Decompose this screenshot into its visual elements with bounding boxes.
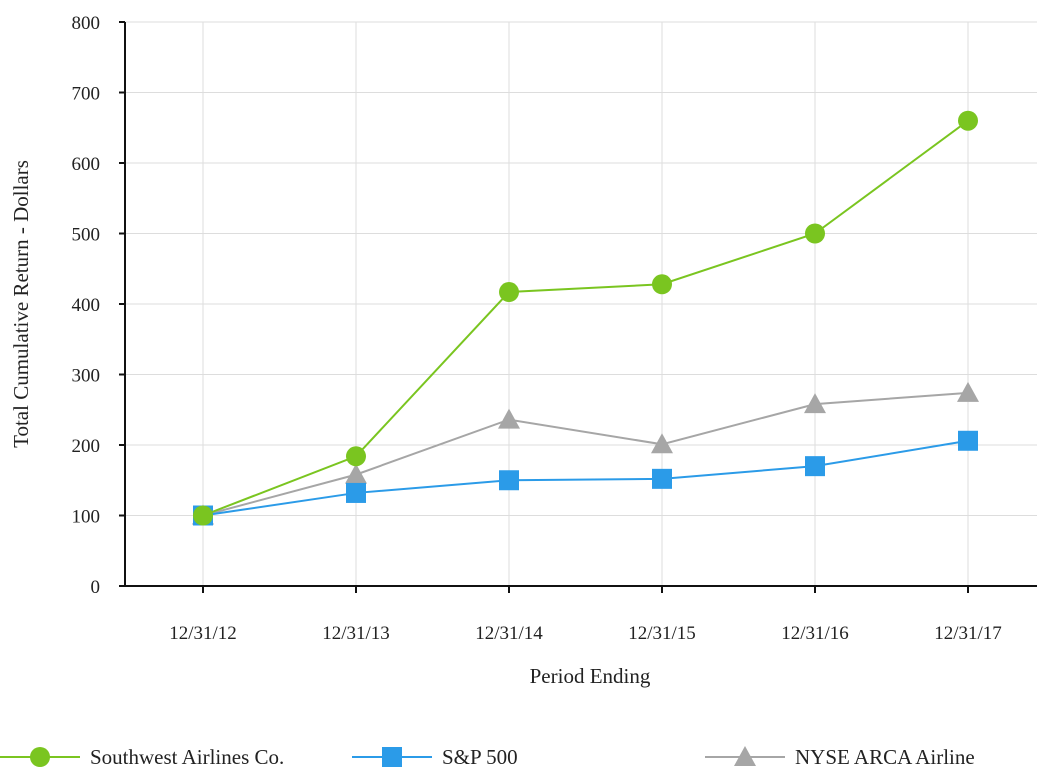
- data-point: [346, 482, 366, 503]
- series-2: [192, 381, 979, 525]
- x-tick-labels: 12/31/12 12/31/13 12/31/14 12/31/15 12/31/16…: [169, 623, 1002, 644]
- x-tick-label: 12/31/15: [628, 623, 696, 644]
- legend-swatch-triangle-icon: [705, 746, 785, 766]
- y-tick-label: 0: [91, 577, 101, 598]
- legend-item-nyse-arca: NYSE ARCA Airline: [705, 742, 975, 772]
- y-tick-label: 200: [72, 436, 101, 457]
- legend-label: NYSE ARCA Airline: [795, 744, 975, 769]
- data-point: [958, 110, 978, 131]
- x-axis-title: Period Ending: [530, 664, 651, 688]
- y-tick-label: 500: [72, 225, 101, 246]
- y-tick-label: 100: [72, 507, 101, 528]
- y-tick-label: 600: [72, 154, 101, 175]
- series-0: [193, 110, 978, 526]
- y-tick-labels: 0 100 200 300 400 500 600 700 800: [72, 13, 101, 598]
- axes: [119, 21, 1037, 593]
- y-tick-label: 300: [72, 366, 101, 387]
- data-point: [498, 408, 520, 429]
- legend: Southwest Airlines Co. S&P 500 NYSE ARCA…: [0, 742, 1037, 772]
- data-point: [499, 282, 519, 303]
- data-point: [957, 381, 979, 402]
- data-point: [805, 223, 825, 244]
- legend-swatch-square-icon: [352, 747, 432, 767]
- legend-swatch-circle-icon: [0, 747, 80, 767]
- x-tick-label: 12/31/14: [475, 623, 543, 644]
- data-point: [346, 446, 366, 467]
- legend-item-southwest: Southwest Airlines Co.: [0, 742, 284, 772]
- grid: [125, 21, 1037, 586]
- data-point: [499, 470, 519, 491]
- data-point: [345, 463, 367, 484]
- data-point: [958, 430, 978, 451]
- x-tick-label: 12/31/17: [934, 623, 1002, 644]
- data-point: [804, 393, 826, 414]
- legend-item-sp500: S&P 500: [352, 742, 518, 772]
- series-line: [202, 391, 969, 517]
- legend-label: Southwest Airlines Co.: [90, 744, 285, 769]
- x-tick-label: 12/31/12: [169, 623, 237, 644]
- legend-label: S&P 500: [442, 744, 518, 769]
- x-tick-label: 12/31/13: [322, 623, 390, 644]
- y-tick-label: 800: [72, 13, 101, 34]
- data-point: [193, 505, 213, 526]
- data-point: [805, 456, 825, 477]
- series-line: [202, 119, 969, 517]
- data-point: [652, 468, 672, 489]
- series-line: [202, 439, 969, 517]
- series-group: [192, 110, 979, 526]
- y-tick-label: 400: [72, 295, 101, 316]
- x-tick-label: 12/31/16: [781, 623, 849, 644]
- y-axis-title: Total Cumulative Return - Dollars: [9, 160, 33, 448]
- y-tick-label: 700: [72, 84, 101, 105]
- data-point: [652, 274, 672, 295]
- data-point: [651, 433, 673, 454]
